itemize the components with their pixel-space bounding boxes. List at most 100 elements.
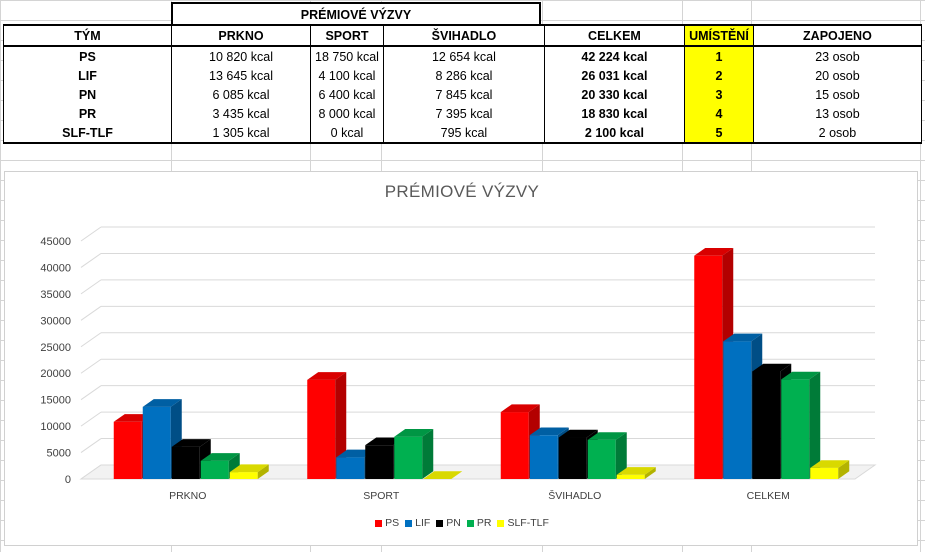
gridline-diagonal <box>80 226 102 242</box>
chart-area[interactable]: PRÉMIOVÉ VÝZVY 0 5000 10000 15000 20000 25000… <box>4 171 918 546</box>
x-tick-label: SPORT <box>363 490 400 502</box>
y-tick-label: 0 <box>65 474 71 486</box>
team-cell[interactable]: SLF-TLF <box>3 123 172 144</box>
count-cell[interactable]: 15 osob <box>752 85 922 104</box>
count-cell[interactable]: 23 osob <box>752 46 922 66</box>
x-tick-label: ŠVIHADLO <box>548 489 601 502</box>
bar-top <box>500 404 540 413</box>
value-cell[interactable]: 1 305 kcal <box>171 123 311 144</box>
value-cell[interactable]: 4 100 kcal <box>310 66 384 85</box>
legend-item-slf-tlf[interactable]: SLF-TLF <box>497 517 549 529</box>
legend-swatch <box>436 519 444 527</box>
total-cell[interactable]: 26 031 kcal <box>543 66 685 85</box>
value-cell[interactable]: 7 395 kcal <box>382 104 545 123</box>
value-cell[interactable]: 8 286 kcal <box>382 66 545 85</box>
bar-front <box>752 371 781 479</box>
header-cell[interactable]: SPORT <box>310 24 384 47</box>
bar-chart: 0 5000 10000 15000 20000 25000 30000 35000 40000… <box>40 226 877 502</box>
bar-front <box>113 421 142 479</box>
gridline-diagonal <box>80 279 102 295</box>
bar-slf-tlf-prkno <box>229 464 269 479</box>
team-cell[interactable]: PN <box>3 85 172 104</box>
table-row: PR 3 435 kcal 8 000 kcal 7 395 kcal 18 8… <box>3 104 922 123</box>
bar-front <box>171 446 200 479</box>
rank-cell[interactable]: 3 <box>683 85 754 104</box>
count-cell[interactable]: 13 osob <box>752 104 922 123</box>
count-cell[interactable]: 20 osob <box>752 66 922 85</box>
rank-cell[interactable]: 4 <box>683 104 754 123</box>
gridline-diagonal <box>80 305 102 321</box>
count-cell[interactable]: 2 osob <box>752 123 922 144</box>
table-row: PS 10 820 kcal 18 750 kcal 12 654 kcal 4… <box>3 46 922 66</box>
bar-front <box>500 412 529 479</box>
bar-top <box>616 467 656 475</box>
legend-item-ps[interactable]: PS <box>375 517 399 529</box>
header-cell[interactable]: ZAPOJENO <box>752 24 922 47</box>
bar-pr-sport <box>394 428 434 479</box>
y-tick-label: 15000 <box>40 395 71 407</box>
bar-top <box>529 427 569 436</box>
bar-side <box>257 464 269 479</box>
header-cell[interactable]: TÝM <box>3 24 172 47</box>
bar-top <box>558 429 598 438</box>
rank-cell[interactable]: 1 <box>683 46 754 66</box>
bar-front <box>529 435 558 479</box>
value-cell[interactable]: 6 085 kcal <box>171 85 311 104</box>
value-cell[interactable]: 12 654 kcal <box>382 46 545 66</box>
total-cell[interactable]: 20 330 kcal <box>543 85 685 104</box>
gridline-diagonal <box>80 438 102 453</box>
value-cell[interactable]: 8 000 kcal <box>310 104 384 123</box>
bar-top <box>200 453 240 461</box>
bar-top <box>694 247 734 256</box>
bar-top <box>229 464 269 473</box>
team-cell[interactable]: PR <box>3 104 172 123</box>
header-cell[interactable]: CELKEM <box>543 24 685 47</box>
legend-item-lif[interactable]: LIF <box>405 517 430 529</box>
rank-cell[interactable]: 5 <box>683 123 754 144</box>
bar-front <box>229 472 258 479</box>
bar-pr-švihadlo <box>587 432 627 479</box>
bar-side <box>809 371 821 479</box>
value-cell[interactable]: 13 645 kcal <box>171 66 311 85</box>
chart-legend[interactable]: PS LIF PN PR SLF-TLF <box>5 517 919 529</box>
bar-pr-prkno <box>200 453 240 479</box>
bar-side <box>644 467 656 479</box>
value-cell[interactable]: 795 kcal <box>382 123 545 144</box>
rank-cell[interactable]: 2 <box>683 66 754 85</box>
team-cell[interactable]: LIF <box>3 66 172 85</box>
header-cell[interactable]: UMÍSTĚNÍ <box>683 24 754 47</box>
table-row: SLF-TLF 1 305 kcal 0 kcal 795 kcal 2 100… <box>3 123 922 144</box>
total-cell[interactable]: 2 100 kcal <box>543 123 685 144</box>
total-cell[interactable]: 42 224 kcal <box>543 46 685 66</box>
y-tick-label: 30000 <box>40 315 71 327</box>
value-cell[interactable]: 6 400 kcal <box>310 85 384 104</box>
value-cell[interactable]: 0 kcal <box>310 123 384 144</box>
legend-item-pr[interactable]: PR <box>466 517 491 529</box>
bar-top <box>752 363 792 372</box>
header-cell[interactable]: ŠVIHADLO <box>382 24 545 47</box>
x-tick-label: PRKNO <box>169 490 206 502</box>
table-header-row: TÝM PRKNO SPORT ŠVIHADLO CELKEM UMÍSTĚNÍ… <box>3 24 922 47</box>
value-cell[interactable]: 10 820 kcal <box>171 46 311 66</box>
bar-front <box>781 379 810 479</box>
gridline-diagonal <box>80 385 102 401</box>
bar-front <box>810 467 839 479</box>
legend-swatch <box>466 519 474 527</box>
legend-label: PN <box>446 517 461 529</box>
value-cell[interactable]: 3 435 kcal <box>171 104 311 123</box>
team-cell[interactable]: PS <box>3 46 172 66</box>
value-cell[interactable]: 18 750 kcal <box>310 46 384 66</box>
bar-front <box>142 406 171 479</box>
header-cell[interactable]: PRKNO <box>171 24 311 47</box>
total-cell[interactable]: 18 830 kcal <box>543 104 685 123</box>
gridline-diagonal <box>80 411 102 427</box>
legend-item-pn[interactable]: PN <box>436 517 461 529</box>
value-cell[interactable]: 7 845 kcal <box>382 85 545 104</box>
legend-swatch <box>375 519 383 527</box>
y-tick-label: 35000 <box>40 289 71 301</box>
gridline-diagonal <box>80 358 102 374</box>
y-tick-label: 10000 <box>40 421 71 433</box>
bar-top <box>723 333 763 342</box>
bar-pr-celkem <box>781 371 821 479</box>
bar-front <box>336 457 365 479</box>
